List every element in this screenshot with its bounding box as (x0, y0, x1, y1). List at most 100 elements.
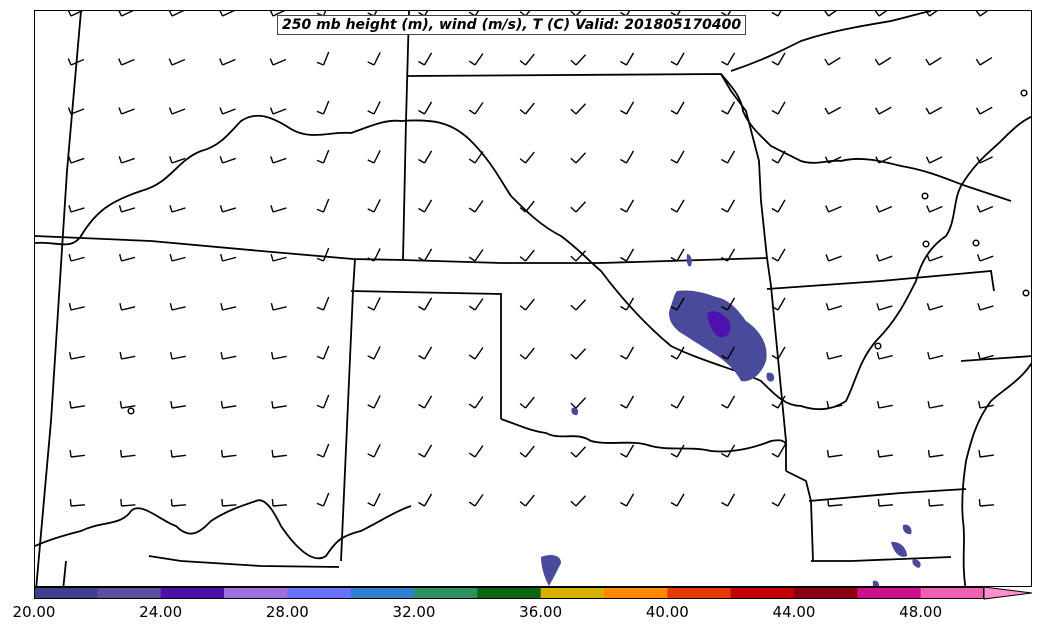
state-borders (35, 11, 1031, 586)
wind-barb (170, 498, 187, 507)
wind-barb (316, 296, 330, 311)
wind-barb (771, 444, 786, 458)
wind-barb (926, 254, 943, 262)
wind-barb (219, 58, 236, 66)
wind-barb (67, 58, 85, 66)
wind-barb (170, 449, 186, 458)
colorbar-segment (160, 587, 225, 599)
wind-barb (69, 449, 85, 458)
colorbar-segment (857, 587, 922, 599)
wind-barb (519, 298, 535, 311)
wind-barb (771, 248, 786, 262)
wind-barb (270, 303, 287, 311)
wind-barb (418, 199, 433, 213)
wind-barb (316, 100, 330, 115)
colorbar-tick-label: 40.00 (645, 603, 689, 621)
wind-barb (570, 446, 587, 458)
wind-barb (118, 156, 135, 164)
wind-barb (670, 248, 685, 262)
colorbar-segment (667, 587, 732, 599)
wind-barb (721, 444, 736, 458)
colorbar-tick-label: 32.00 (392, 603, 436, 621)
wind-barb (620, 199, 635, 213)
wind-barb (68, 156, 85, 164)
wind-barb (670, 297, 685, 311)
wind-barb (468, 151, 484, 164)
wind-barb (825, 303, 843, 311)
wind-barb (418, 444, 433, 458)
colorbar-segment (604, 587, 668, 599)
wind-barb (519, 200, 535, 213)
wind-barb (67, 11, 84, 17)
wind-barb (221, 498, 237, 507)
wind-barb (620, 248, 635, 262)
wind-barb (169, 205, 186, 213)
wind-barb (721, 395, 736, 409)
wind-barb (827, 498, 843, 507)
colorbar-segment (540, 587, 605, 599)
wind-barb (620, 346, 635, 360)
wind-barb (316, 198, 330, 213)
wind-barb (219, 156, 236, 164)
wind-barb (975, 56, 993, 66)
wind-barb (169, 254, 186, 262)
colorbar-tick-label: 20.00 (12, 603, 56, 621)
wind-barb (875, 156, 892, 164)
wind-barb (721, 248, 736, 262)
wind-barb (219, 107, 236, 115)
wind-barb (977, 400, 994, 409)
temperature-contour (912, 559, 921, 568)
wind-barb (925, 156, 943, 164)
temperature-contour (571, 407, 579, 416)
wind-barb (367, 101, 381, 115)
wind-barb (570, 103, 587, 115)
wind-barb (269, 11, 286, 17)
rivers-coast (35, 11, 1031, 586)
wind-barb (418, 248, 433, 262)
map-canvas (35, 11, 1031, 586)
wind-barb (925, 106, 943, 115)
colorbar-tick-label: 48.00 (899, 603, 943, 621)
wind-barb (620, 150, 635, 164)
wind-barb (316, 492, 330, 507)
wind-barb (119, 449, 136, 458)
wind-barb (976, 156, 993, 164)
wind-barb (220, 400, 237, 409)
wind-barb (367, 150, 381, 164)
wind-barb (620, 395, 635, 409)
wind-barb (119, 351, 136, 360)
wind-barb (874, 106, 892, 115)
wind-barb (826, 400, 843, 409)
wind-barb (269, 107, 287, 115)
wind-barb (670, 199, 685, 213)
wind-barb (169, 303, 186, 311)
colorbar-extend-arrow (983, 587, 1033, 600)
wind-barb (519, 102, 535, 115)
wind-barb (220, 351, 237, 360)
temperature-fill (541, 254, 921, 586)
wind-barb (771, 395, 786, 409)
temperature-contour (686, 254, 692, 267)
wind-barb (670, 395, 685, 409)
colorbar-segment (34, 587, 98, 599)
temperature-contour (707, 311, 731, 338)
wind-barb (119, 254, 136, 262)
wind-barb (219, 205, 237, 213)
wind-barb (468, 53, 484, 66)
wind-barb (468, 200, 484, 213)
wind-barb (270, 156, 287, 164)
wind-barb (771, 297, 786, 311)
colorbar-segment (414, 587, 478, 599)
wind-barb (928, 498, 944, 507)
map-title: 250 mb height (m), wind (m/s), T (C) Val… (277, 15, 747, 35)
wind-barb (824, 11, 837, 17)
wind-barb (220, 254, 237, 262)
wind-barb (316, 51, 330, 66)
wind-barb (220, 449, 237, 458)
wind-barb (418, 395, 433, 409)
wind-barb (771, 493, 786, 507)
wind-barb (118, 107, 135, 115)
wind-barb (978, 498, 995, 507)
temperature-contour (872, 580, 880, 586)
wind-barb (925, 56, 942, 66)
